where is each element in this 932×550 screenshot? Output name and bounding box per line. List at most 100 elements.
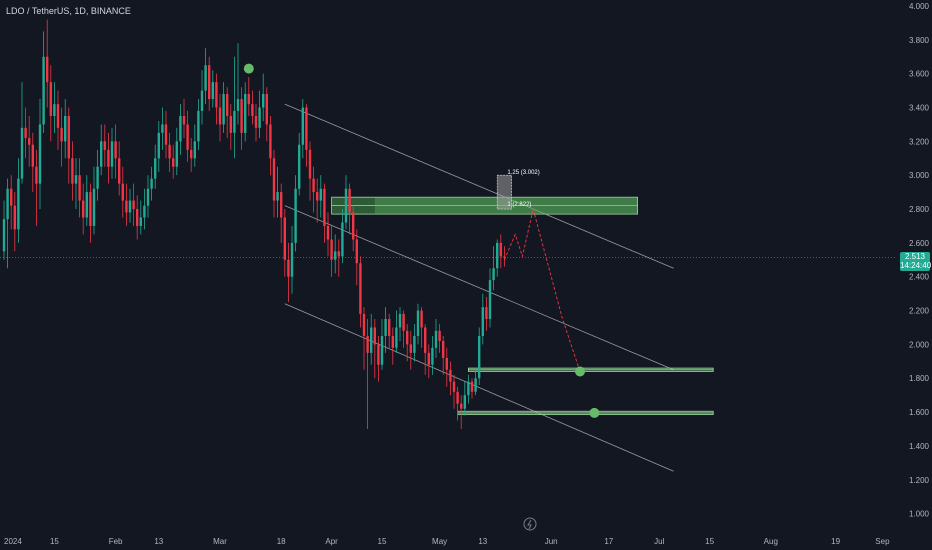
y-tick-label: 1.400 (909, 442, 930, 451)
y-tick-label: 2.800 (909, 205, 930, 214)
y-tick-label: 3.200 (909, 137, 930, 146)
candle-body (182, 115, 186, 125)
candle-body (67, 115, 70, 159)
candle-body (71, 158, 74, 184)
x-tick-label: Apr (325, 537, 338, 546)
candle-body (31, 144, 34, 167)
y-tick-label: 2.600 (909, 239, 930, 248)
candle-body (215, 82, 218, 108)
candle-body (492, 268, 495, 281)
candle-body (190, 149, 193, 159)
candle-body (305, 107, 308, 150)
x-tick-label: 18 (277, 537, 286, 546)
candle-body (496, 242, 499, 269)
candle-body (118, 158, 121, 184)
y-tick-label: 1.200 (909, 476, 930, 485)
candle-body (348, 188, 351, 213)
candle-body (193, 141, 196, 159)
candle-body (164, 124, 168, 145)
candle-body (269, 124, 272, 159)
candle-body (226, 93, 229, 116)
candle-body (200, 90, 204, 111)
x-tick-label: Sep (875, 537, 890, 546)
x-tick-label: Feb (109, 537, 123, 546)
fib-level-label: 1.25 (3.002) (507, 170, 539, 176)
candle-body (416, 310, 420, 336)
candle-body (100, 141, 103, 167)
candle-body (319, 188, 322, 201)
candle-body (107, 149, 110, 167)
last-price-value: 2.513 (904, 252, 926, 261)
candle-body (294, 188, 297, 243)
candle-body (128, 200, 132, 213)
candle-body (222, 93, 225, 125)
candle-body (74, 175, 78, 184)
candle-body (355, 239, 358, 264)
candle-body (150, 178, 153, 189)
candle-body (424, 327, 427, 353)
candle-body (114, 141, 117, 159)
candle-body (280, 192, 283, 218)
candle-body (60, 127, 63, 142)
candle-body (316, 192, 319, 201)
candle-body (420, 310, 423, 328)
candle-body (359, 263, 362, 314)
candle-body (42, 56, 45, 125)
candle-body (362, 313, 366, 336)
candle-body (240, 99, 243, 133)
candle-body (409, 344, 412, 353)
candle-body (2, 219, 6, 252)
candle-body (402, 313, 405, 331)
candle-body (154, 158, 157, 179)
candle-body (236, 99, 240, 111)
channel-lines (284, 103, 674, 472)
candle-body (283, 217, 286, 260)
x-tick-label: 15 (50, 537, 59, 546)
candle-body (488, 280, 492, 320)
candle-body (478, 335, 481, 379)
candle-body (121, 183, 124, 201)
candle-body (467, 381, 470, 396)
candle-body (456, 391, 459, 404)
candle-body (485, 307, 488, 320)
candle-body (301, 107, 304, 145)
candle-body (179, 115, 182, 142)
candle-body (125, 200, 128, 213)
projection-line (503, 208, 581, 372)
candle-body (460, 403, 463, 409)
x-tick-label: Jun (545, 537, 558, 546)
candle-body (17, 178, 20, 230)
candles (2, 19, 506, 429)
candle-body (132, 200, 135, 210)
price-axis: 4.000 3.800 3.600 3.400 3.200 3.000 2.800 2.600… (909, 2, 930, 519)
candle-body (64, 115, 67, 142)
candle-body (323, 188, 326, 226)
candle-body (384, 319, 387, 336)
candle-body (290, 242, 294, 277)
candle-body (262, 93, 265, 108)
candle-body (395, 327, 398, 348)
y-tick-label: 4.000 (909, 2, 930, 11)
x-tick-label: 15 (705, 537, 714, 546)
candle-body (254, 115, 258, 128)
candle-body (406, 330, 409, 345)
candle-body (139, 217, 142, 226)
candle-body (470, 381, 474, 392)
fib-level-label: 1 (2.822) (507, 202, 531, 208)
time-tool-icon[interactable] (523, 517, 537, 531)
channel-upper (284, 103, 674, 269)
candle-body (35, 166, 38, 184)
candle-body (110, 141, 114, 167)
x-tick-label: 15 (378, 537, 387, 546)
candle-body (398, 313, 402, 328)
candle-body (463, 395, 466, 409)
markers (243, 63, 600, 418)
candle-body (373, 327, 376, 345)
time-axis: 2024 15 Feb 13 Mar 18 Apr 15 May 13 Jun 17 Jul 15 Aug 1… (4, 537, 890, 546)
x-tick-label: 19 (831, 537, 840, 546)
candle-body (204, 65, 207, 91)
candle-body (20, 127, 24, 179)
projection-path (503, 208, 581, 372)
candle-body (312, 178, 315, 193)
